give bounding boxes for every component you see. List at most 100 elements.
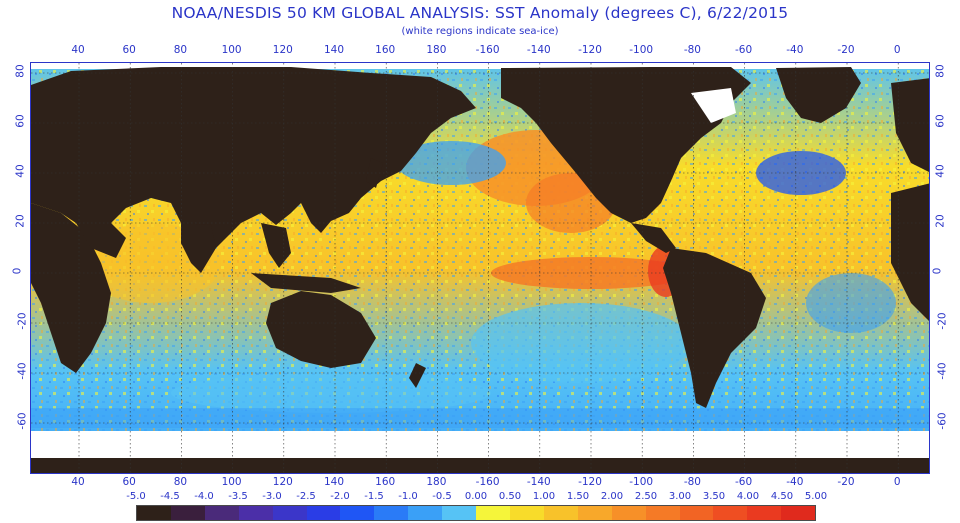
northwest-pacific-blue: [396, 141, 506, 185]
latitude-tick-left: -60: [16, 412, 29, 430]
longitude-tick-bottom: -20: [837, 476, 855, 488]
land-masses: [31, 67, 929, 473]
new-zealand-land: [409, 363, 426, 388]
colorbar-swatch: [611, 506, 646, 520]
longitude-tick-bottom: 180: [426, 476, 447, 488]
colorbar-label: 5.00: [804, 491, 828, 502]
longitude-tick-top: -60: [735, 44, 753, 56]
colorbar-label: -2.0: [330, 491, 350, 502]
longitude-tick-bottom: -120: [578, 476, 602, 488]
colorbar-label: -1.0: [398, 491, 418, 502]
longitude-tick-bottom: 80: [173, 476, 188, 488]
longitude-tick-top: -140: [526, 44, 551, 56]
central-america-land: [631, 223, 676, 253]
latitude-tick-right: 40: [934, 164, 947, 178]
longitude-tick-bottom: 160: [375, 476, 396, 488]
colorbar-swatch: [306, 506, 341, 520]
latitude-tick-right: -60: [936, 412, 949, 430]
longitude-tick-top: 180: [426, 44, 447, 56]
longitude-tick-top: 160: [375, 44, 396, 56]
longitude-tick-top: -100: [629, 44, 654, 56]
longitude-tick-bottom: 60: [122, 476, 136, 488]
south-pacific-cool: [471, 303, 691, 383]
colorbar-swatch: [543, 506, 578, 520]
southeast-asia-land: [261, 223, 291, 268]
latitude-tick-right: 20: [934, 214, 947, 228]
longitude-tick-bottom: 120: [272, 476, 293, 488]
longitude-tick-bottom: -140: [526, 476, 551, 488]
colorbar-label: -2.5: [296, 491, 316, 502]
longitude-tick-top: -120: [578, 44, 602, 56]
colorbar-swatch: [137, 506, 171, 520]
colorbar-label: -4.5: [160, 491, 180, 502]
longitude-tick-top: -20: [837, 44, 855, 56]
sst-anomaly-map: [30, 62, 930, 474]
latitude-tick-right: -40: [936, 362, 949, 380]
greenland-ice: [691, 88, 736, 123]
south-atlantic-cool: [806, 273, 896, 333]
india-land: [181, 223, 216, 273]
colorbar-label: 0.00: [464, 491, 488, 502]
colorbar-label: -5.0: [126, 491, 146, 502]
colorbar-label: 2.50: [634, 491, 658, 502]
colorbar-label: 1.50: [566, 491, 590, 502]
longitude-tick-bottom: 100: [221, 476, 242, 488]
map-subtitle: (white regions indicate sea-ice): [401, 26, 559, 37]
colorbar-label: -0.5: [432, 491, 452, 502]
south-america-land: [663, 248, 766, 408]
latitude-tick-left: 0: [11, 267, 24, 275]
eurasia-land: [31, 67, 476, 253]
colorbar-swatch: [645, 506, 680, 520]
latitude-tick-right: 80: [934, 64, 947, 78]
colorbar-label: 3.00: [668, 491, 692, 502]
colorbar-swatch: [272, 506, 307, 520]
arabia-land: [76, 223, 126, 258]
antarctica-land: [31, 458, 929, 473]
europe-land: [891, 78, 929, 172]
latitude-tick-left: 60: [14, 114, 27, 128]
north-america-land: [501, 67, 751, 223]
colorbar-label: 4.50: [770, 491, 794, 502]
japan-land: [366, 158, 383, 188]
indonesia-land: [251, 273, 361, 293]
longitude-tick-bottom: 0: [893, 476, 901, 488]
longitude-tick-bottom: -160: [475, 476, 500, 488]
latitude-tick-right: -20: [936, 312, 949, 330]
colorbar-label: 4.00: [736, 491, 760, 502]
colorbar-swatch: [679, 506, 714, 520]
colorbar-label: -3.5: [228, 491, 248, 502]
latitude-tick-right: 0: [931, 267, 944, 275]
colorbar-swatch: [170, 506, 205, 520]
colorbar-swatch: [374, 506, 409, 520]
latitude-tick-left: 40: [14, 164, 27, 178]
colorbar-label: -3.0: [262, 491, 282, 502]
colorbar-label: 3.50: [702, 491, 726, 502]
colorbar: [136, 505, 816, 521]
colorbar-swatch: [442, 506, 477, 520]
longitude-tick-top: 60: [122, 44, 136, 56]
colorbar-swatch: [577, 506, 612, 520]
australia-land: [266, 291, 376, 368]
colorbar-swatch: [476, 506, 510, 520]
colorbar-label: -4.0: [194, 491, 214, 502]
colorbar-swatch: [340, 506, 375, 520]
longitude-tick-top: 0: [893, 44, 901, 56]
colorbar-swatch: [238, 506, 273, 520]
latitude-tick-left: 20: [14, 214, 27, 228]
southern-ocean-cold-band: [31, 408, 929, 428]
longitude-tick-bottom: -100: [629, 476, 654, 488]
longitude-tick-bottom: -60: [735, 476, 753, 488]
map-title: NOAA/NESDIS 50 KM GLOBAL ANALYSIS: SST A…: [171, 4, 789, 22]
colorbar-label: 2.00: [600, 491, 624, 502]
latitude-tick-left: -20: [16, 312, 29, 330]
longitude-tick-bottom: -80: [683, 476, 701, 488]
longitude-tick-bottom: -40: [786, 476, 804, 488]
longitude-tick-top: 120: [272, 44, 293, 56]
north-atlantic-cold: [756, 151, 846, 195]
longitude-tick-top: -160: [475, 44, 500, 56]
longitude-tick-bottom: 40: [71, 476, 85, 488]
latitude-tick-left: 80: [14, 64, 27, 78]
colorbar-swatch: [509, 506, 544, 520]
colorbar-swatch: [713, 506, 748, 520]
colorbar-label: 0.50: [498, 491, 522, 502]
